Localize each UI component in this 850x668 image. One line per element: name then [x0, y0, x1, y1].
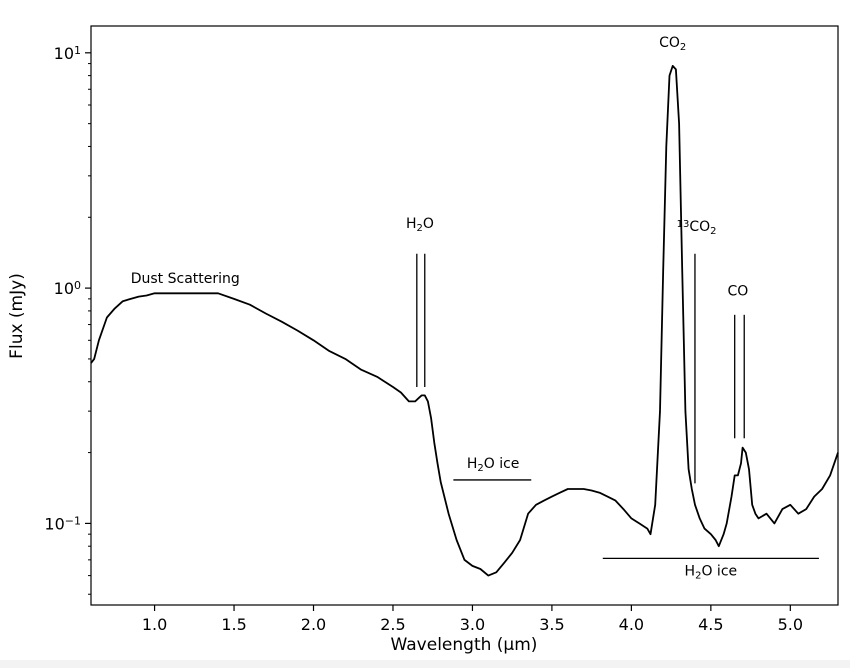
spectrum-line	[90, 65, 839, 577]
y-axis-label: Flux (mJy)	[7, 273, 27, 359]
bottom-strip	[0, 660, 850, 668]
annotation-label: H2O	[406, 216, 434, 234]
y-tick-label: 10−1	[44, 514, 81, 533]
plot-frame	[90, 25, 839, 606]
annotations: Dust Scattering H2O CO2 13CO2 CO H2O ice H2O i…	[131, 35, 819, 582]
annotation-label: H2O ice	[467, 456, 520, 474]
x-tick-label: 2.0	[301, 615, 326, 634]
x-tick-label: 2.5	[380, 615, 405, 634]
annotation-label: H2O ice	[685, 564, 738, 582]
annotation-label: CO	[727, 284, 748, 300]
x-tick-label: 1.0	[142, 615, 167, 634]
x-tick-label: 4.5	[698, 615, 723, 634]
x-tick-label: 1.5	[221, 615, 246, 634]
annotation-label: 13CO2	[677, 219, 717, 237]
x-tick-label: 3.5	[539, 615, 564, 634]
y-axis-minor-ticks	[88, 63, 91, 595]
y-axis-ticks: 10−1 100 101	[44, 44, 91, 533]
annotation-label: Dust Scattering	[131, 271, 240, 287]
x-tick-label: 5.0	[778, 615, 803, 634]
y-tick-label: 101	[54, 44, 81, 63]
x-axis-label: Wavelength (μm)	[391, 635, 538, 655]
x-tick-label: 4.0	[619, 615, 644, 634]
x-tick-label: 3.0	[460, 615, 485, 634]
x-axis-ticks: 1.0 1.5 2.0 2.5 3.0 3.5 4.0 4.5 5.0	[142, 605, 803, 634]
annotation-label: CO2	[659, 35, 686, 53]
y-tick-label: 100	[54, 279, 81, 298]
